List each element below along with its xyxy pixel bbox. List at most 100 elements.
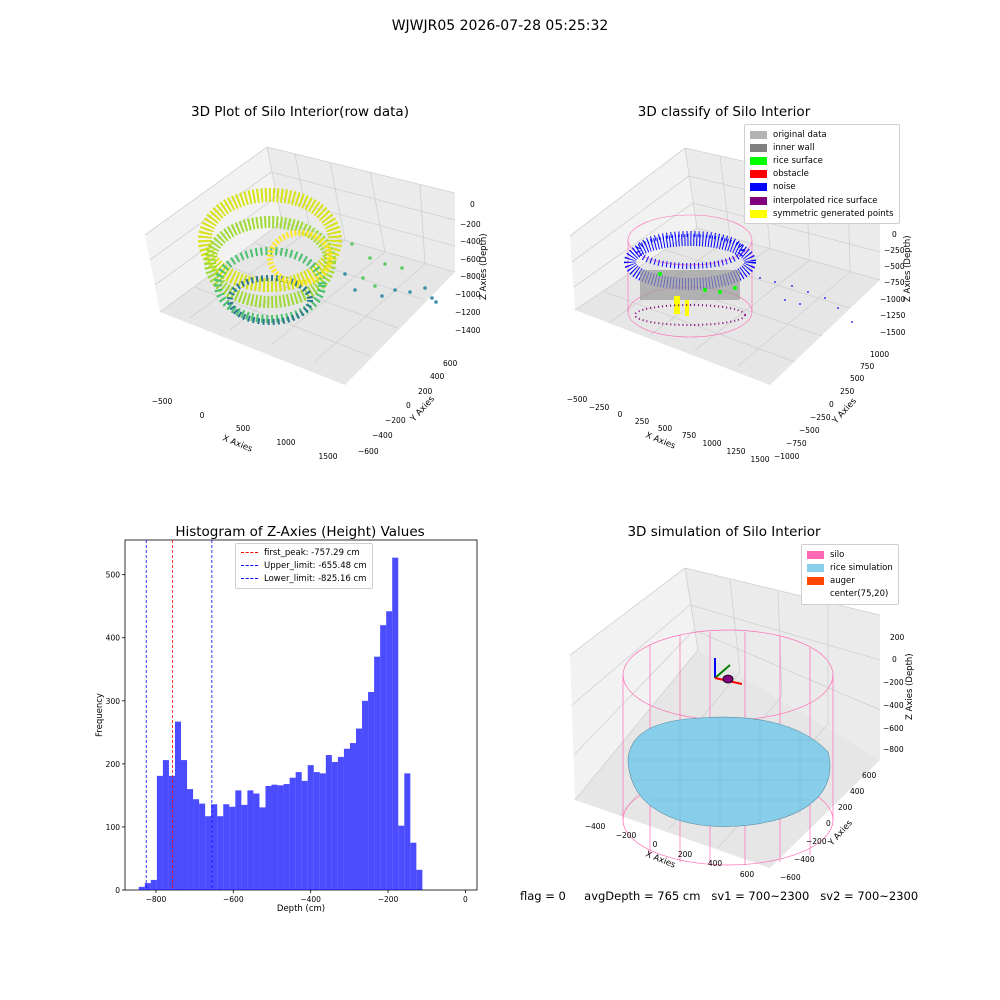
x-tick-label: −600 xyxy=(223,895,244,904)
x-tick: 1250 xyxy=(726,447,745,456)
x-tick: −500 xyxy=(567,395,588,404)
histogram-bar xyxy=(283,784,290,890)
z-tick: −1200 xyxy=(455,308,481,317)
y-tick: 600 xyxy=(862,771,877,780)
legend-swatch xyxy=(750,209,767,218)
x-tick: 1000 xyxy=(276,438,295,447)
histogram-x-label: Depth (cm) xyxy=(277,904,325,914)
z-tick: −600 xyxy=(460,255,481,264)
y-tick: −400 xyxy=(794,855,815,864)
x-tick: 200 xyxy=(678,850,693,859)
histogram-bar xyxy=(247,790,254,890)
histogram-bar xyxy=(168,775,175,890)
legend-swatch xyxy=(750,170,767,179)
histogram-bar xyxy=(144,883,151,890)
histogram-y-label: Frequency xyxy=(95,693,105,737)
histogram-bar xyxy=(398,825,405,890)
x-tick: 0 xyxy=(618,410,623,419)
legend-line xyxy=(241,565,258,567)
classify-3d-plot: −500 −250 0 250 500 750 1000 1250 1500 −… xyxy=(567,147,913,464)
histogram-bar xyxy=(193,799,200,890)
y-tick: 400 xyxy=(850,787,865,796)
x-tick-label: 0 xyxy=(463,895,468,904)
legend-line xyxy=(241,578,258,580)
figure-title: WJWJR05 2026-07-28 05:25:32 xyxy=(391,18,609,34)
back-left-pane xyxy=(145,147,282,312)
legend-label: Upper_limit: -655.48 cm xyxy=(264,560,367,571)
histogram-bar xyxy=(343,748,350,890)
z-tick: −250 xyxy=(884,246,905,255)
histogram-bar xyxy=(313,772,320,890)
classify-x-ticks: −500 −250 0 250 500 750 1000 1250 1500 xyxy=(567,395,770,464)
histogram-bar xyxy=(174,721,182,890)
histogram-x-ticks: −800 −600 −400 −200 0 xyxy=(146,890,468,904)
y-tick: −500 xyxy=(799,426,820,435)
y-tick: 600 xyxy=(443,359,458,368)
x-tick: 1000 xyxy=(702,439,721,448)
legend-item: original data xyxy=(750,128,894,141)
histogram-bar xyxy=(374,656,381,890)
x-tick-label: −800 xyxy=(146,895,167,904)
y-tick: −600 xyxy=(358,447,379,456)
y-tick: 1000 xyxy=(870,350,889,359)
y-tick: −200 xyxy=(385,416,406,425)
simulation-plot-title: 3D simulation of Silo Interior xyxy=(627,524,821,540)
raw-plot-title: 3D Plot of Silo Interior(row data) xyxy=(191,104,409,120)
raw-x-ticks: −500 0 500 1000 1500 xyxy=(152,397,338,461)
legend-label: noise xyxy=(773,182,796,193)
histogram-bars xyxy=(138,557,423,890)
legend-swatch xyxy=(807,563,824,572)
histogram-bar xyxy=(199,803,206,890)
histogram-bar xyxy=(349,743,357,890)
legend-label: rice surface xyxy=(773,155,823,166)
histogram-bar xyxy=(380,625,387,890)
x-tick: −250 xyxy=(589,403,610,412)
raw-z-ticks: 0 −200 −400 −600 −800 −1000 −1200 −1400 xyxy=(455,200,481,335)
histogram-bar xyxy=(410,842,417,890)
y-tick: 200 xyxy=(838,803,853,812)
z-tick: −800 xyxy=(883,745,904,754)
histogram-bar xyxy=(187,789,194,890)
x-tick: 250 xyxy=(635,417,650,426)
histogram-y-ticks: 0 100 200 300 400 500 xyxy=(106,571,125,895)
legend-item: rice simulation xyxy=(807,561,893,574)
y-tick: 0 xyxy=(829,400,834,409)
histogram-bar xyxy=(289,777,296,890)
z-tick: −400 xyxy=(460,237,481,246)
legend-swatch xyxy=(807,576,824,585)
x-tick: −500 xyxy=(152,397,173,406)
floor-pane xyxy=(575,228,880,385)
legend-item: interpolated rice surface xyxy=(750,194,894,207)
raw-point-cloud xyxy=(198,188,438,325)
legend-item: Upper_limit: -655.48 cm xyxy=(241,559,367,572)
raw-3d-plot: −500 0 500 1000 1500 −600 −400 −200 0 20… xyxy=(144,146,489,461)
y-tick: −600 xyxy=(780,873,801,882)
x-tick: 0 xyxy=(200,411,205,420)
legend-swatch xyxy=(750,156,767,165)
histogram-bar xyxy=(253,793,260,890)
z-tick: −1500 xyxy=(880,328,906,337)
legend-label: silo xyxy=(830,549,845,560)
y-tick-label: 0 xyxy=(115,886,120,895)
legend-line xyxy=(241,552,258,554)
x-tick: −400 xyxy=(585,822,606,831)
raw-y-label: Y Axies xyxy=(408,394,437,425)
classify-legend: original data inner wall rice surface ob… xyxy=(744,124,900,225)
histogram-bar xyxy=(331,761,338,890)
histogram-bar xyxy=(307,765,314,890)
z-tick: −750 xyxy=(884,278,905,287)
y-tick: 0 xyxy=(826,819,831,828)
histogram-bar xyxy=(229,806,236,890)
histogram-bar xyxy=(217,816,224,890)
histogram-chart: −800 −600 −400 −200 0 0 100 200 300 400 500 Depth… xyxy=(95,539,478,914)
z-tick: −600 xyxy=(883,724,904,733)
y-tick-label: 500 xyxy=(106,571,121,580)
z-tick: 0 xyxy=(892,655,897,664)
legend-label: center(75,20) xyxy=(830,589,889,600)
simulation-y-ticks: −600 −400 −200 0 200 400 600 xyxy=(780,771,877,882)
histogram-bar xyxy=(271,784,278,890)
histogram-bar xyxy=(416,869,423,890)
legend-label: auger xyxy=(830,575,855,586)
y-tick: 500 xyxy=(850,374,865,383)
classify-plot-title: 3D classify of Silo Interior xyxy=(637,104,811,120)
